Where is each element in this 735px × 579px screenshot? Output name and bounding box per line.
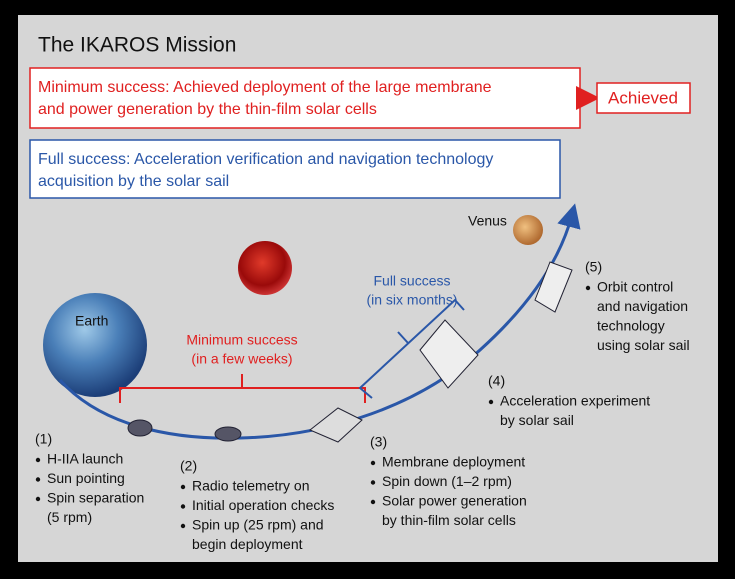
venus-label: Venus [468, 213, 507, 229]
step-number: (3) [370, 434, 387, 450]
step-text: Spin down (1–2 rpm) [382, 473, 512, 489]
step-text: and navigation [597, 298, 688, 314]
minimum-text: Minimum success: Achieved deployment of … [38, 79, 492, 96]
diagram: The IKAROS Mission Achieved Minimum succ… [0, 0, 735, 579]
minimum-label: Minimum success [186, 332, 297, 348]
step-text: technology [597, 318, 665, 334]
step-number: (2) [180, 458, 197, 474]
bullet [181, 504, 185, 508]
bullet [371, 480, 375, 484]
page: The IKAROS Mission Achieved Minimum succ… [0, 0, 735, 579]
step-text: (5 rpm) [47, 509, 92, 525]
minimum-text: and power generation by the thin-film so… [38, 101, 377, 118]
full-label: Full success [373, 273, 450, 289]
bullet [181, 524, 185, 528]
step-text: using solar sail [597, 337, 690, 353]
step-number: (5) [585, 259, 602, 275]
achieved: Achieved [608, 88, 678, 107]
step-text: Orbit control [597, 279, 673, 295]
full-label: (in six months) [366, 292, 457, 308]
step-text: Radio telemetry on [192, 478, 310, 494]
step-text: by thin-film solar cells [382, 512, 516, 528]
full-text: acquisition by the solar sail [38, 173, 229, 190]
bullet [371, 500, 375, 504]
sun [238, 241, 292, 295]
step-text: Solar power generation [382, 493, 527, 509]
minimum-label: (in a few weeks) [191, 351, 292, 367]
step-number: (1) [35, 431, 52, 447]
bullet [36, 458, 40, 462]
bullet [371, 461, 375, 465]
bullet [181, 485, 185, 489]
step-text: Initial operation checks [192, 497, 334, 513]
full-text: Full success: Acceleration verification … [38, 151, 493, 168]
step-text: Spin up (25 rpm) and [192, 517, 324, 533]
step-text: Sun pointing [47, 470, 125, 486]
step-text: begin deployment [192, 536, 303, 552]
bullet [36, 477, 40, 481]
step-text: by solar sail [500, 412, 574, 428]
bullet [36, 497, 40, 501]
earth [43, 293, 147, 397]
minimum-box [30, 68, 580, 128]
earth-label: Earth [75, 313, 108, 329]
venus [513, 215, 543, 245]
bullet [489, 400, 493, 404]
step-number: (4) [488, 373, 505, 389]
step-text: Membrane deployment [382, 454, 525, 470]
step-text: Acceleration experiment [500, 393, 650, 409]
bullet [586, 286, 590, 290]
title: The IKAROS Mission [38, 34, 236, 57]
step-text: Spin separation [47, 490, 144, 506]
step-text: H-IIA launch [47, 451, 123, 467]
